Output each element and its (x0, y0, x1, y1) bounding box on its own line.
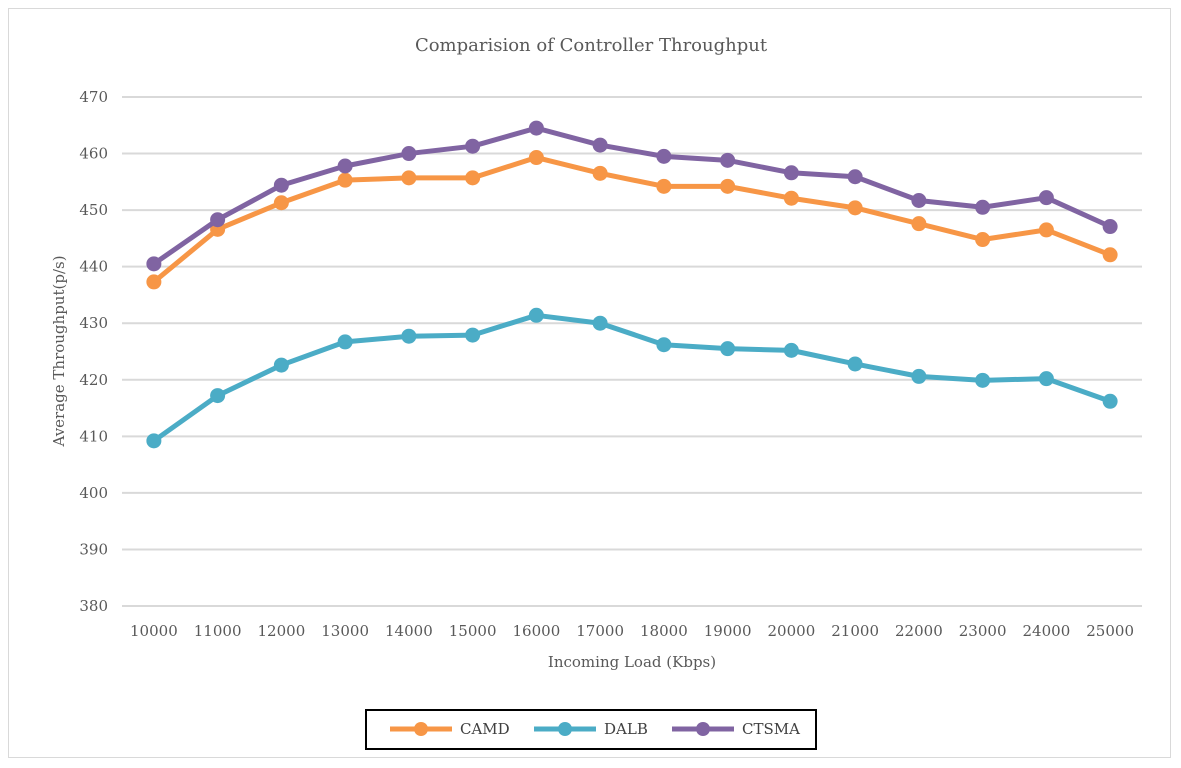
data-point (847, 356, 863, 372)
y-tick-label: 380 (79, 597, 108, 615)
y-tick-label: 400 (79, 484, 108, 502)
data-point (465, 170, 481, 186)
y-tick-label: 410 (79, 427, 108, 445)
legend-items: CAMD DALB CTSMA (390, 720, 800, 738)
data-point (1102, 219, 1118, 235)
series-dalb (146, 307, 1118, 449)
legend-swatch-marker (558, 722, 572, 736)
y-tick-label: 390 (79, 540, 108, 558)
data-point (592, 137, 608, 153)
legend-item-ctsma: CTSMA (672, 720, 800, 738)
data-point (528, 120, 544, 136)
legend-label: CTSMA (742, 720, 800, 738)
data-point (783, 165, 799, 181)
series-ctsma (146, 120, 1118, 272)
y-axis-label: Average Throughput(p/s) (50, 255, 68, 447)
series-layer (146, 120, 1118, 449)
data-point (210, 212, 226, 228)
data-point (337, 334, 353, 350)
data-point (1102, 393, 1118, 409)
data-point (1038, 222, 1054, 238)
data-point (975, 232, 991, 248)
data-point (465, 138, 481, 154)
data-point (592, 315, 608, 331)
data-point (720, 341, 736, 357)
x-tick-label: 17000 (576, 622, 624, 640)
data-point (401, 146, 417, 162)
data-point (528, 307, 544, 323)
data-point (783, 342, 799, 358)
data-point (656, 148, 672, 164)
data-point (720, 178, 736, 194)
legend-swatch-marker (696, 722, 710, 736)
legend-item-dalb: DALB (534, 720, 648, 738)
series-line (151, 312, 1113, 444)
legend: CAMD DALB CTSMA (365, 709, 817, 750)
data-point (1038, 371, 1054, 387)
data-point (528, 150, 544, 166)
data-point (911, 216, 927, 232)
data-point (337, 158, 353, 174)
x-tick-label: 10000 (130, 622, 178, 640)
series-line (151, 125, 1113, 267)
data-point (656, 178, 672, 194)
y-tick-label: 450 (79, 201, 108, 219)
legend-label: DALB (604, 720, 648, 738)
data-point (783, 190, 799, 206)
y-tick-label: 430 (79, 314, 108, 332)
data-point (1038, 190, 1054, 206)
data-point (911, 192, 927, 208)
x-tick-label: 21000 (831, 622, 879, 640)
data-point (273, 195, 289, 211)
y-tick-label: 460 (79, 145, 108, 163)
y-tick-label: 470 (79, 88, 108, 106)
data-point (401, 170, 417, 186)
y-tick-label: 440 (79, 258, 108, 276)
x-tick-label: 25000 (1086, 622, 1134, 640)
series-line (151, 155, 1113, 285)
x-tick-label: 19000 (704, 622, 752, 640)
x-tick-label: 20000 (768, 622, 816, 640)
data-point (273, 357, 289, 373)
x-axis-ticks: 10000 11000 12000 13000 14000 15000 16000 17000… (130, 622, 1134, 640)
x-tick-label: 13000 (321, 622, 369, 640)
data-point (337, 172, 353, 188)
data-point (146, 256, 162, 272)
gridlines (122, 96, 1142, 607)
x-tick-label: 22000 (895, 622, 943, 640)
y-tick-label: 420 (79, 371, 108, 389)
x-tick-label: 14000 (385, 622, 433, 640)
x-tick-label: 18000 (640, 622, 688, 640)
x-tick-label: 11000 (194, 622, 242, 640)
data-point (847, 200, 863, 216)
data-point (465, 327, 481, 343)
x-tick-label: 23000 (959, 622, 1007, 640)
legend-item-camd: CAMD (390, 720, 510, 738)
y-axis-ticks: 380 390 400 410 420 430 440 450 460 470 (79, 88, 108, 615)
x-tick-label: 12000 (258, 622, 306, 640)
data-point (401, 328, 417, 344)
x-tick-label: 16000 (513, 622, 561, 640)
data-point (975, 199, 991, 215)
chart-title: Comparision of Controller Throughput (415, 35, 768, 56)
data-point (146, 433, 162, 449)
data-point (656, 337, 672, 353)
legend-label: CAMD (460, 720, 510, 738)
data-point (720, 152, 736, 168)
data-point (210, 388, 226, 404)
data-point (273, 177, 289, 193)
data-point (975, 372, 991, 388)
x-tick-label: 15000 (449, 622, 497, 640)
data-point (146, 274, 162, 290)
data-point (592, 165, 608, 181)
x-axis-label: Incoming Load (Kbps) (548, 653, 716, 671)
data-point (847, 169, 863, 185)
data-point (1102, 247, 1118, 263)
series-camd (146, 150, 1118, 290)
data-point (911, 368, 927, 384)
legend-swatch-marker (414, 722, 428, 736)
x-tick-label: 24000 (1023, 622, 1071, 640)
